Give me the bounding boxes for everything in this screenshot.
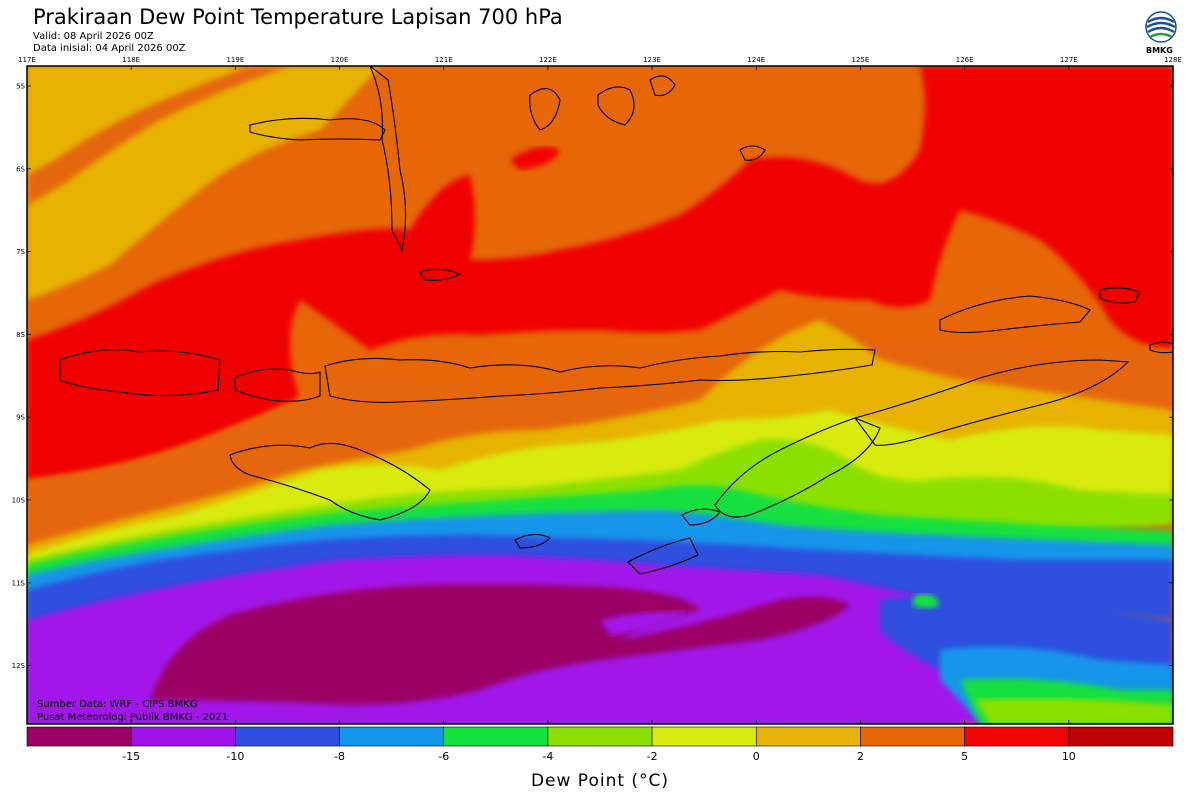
colorbar-segment [339, 726, 445, 747]
colorbar-label: -10 [226, 750, 244, 763]
colorbar-label: -6 [438, 750, 449, 763]
latitude-axis: 5S 6S 7S 8S 9S 10S 11S 12S [12, 83, 1173, 670]
coastline-sawu [514, 533, 551, 549]
lon-label-125E: 125E [852, 56, 870, 64]
coastline-sulawesi-south [369, 66, 407, 252]
coastline-tanimbar [1149, 341, 1173, 354]
lon-label-120E: 120E [331, 56, 349, 64]
colorbar-segment [1068, 726, 1174, 747]
colorbar-label: 5 [961, 750, 968, 763]
coastlines [59, 66, 1173, 575]
coastline-alor [939, 295, 1091, 334]
lon-label-123E: 123E [643, 56, 661, 64]
coastline-lombok [59, 349, 221, 397]
data-source-credit: Sumber Data: WRF - CIPS BMKG [37, 699, 197, 710]
lat-label-5S: 5S [16, 83, 25, 91]
longitude-axis: 117E 118E 119E 120E 121E 122E 123E 124E 125E 126E… [18, 56, 1182, 724]
lat-label-12S: 12S [12, 662, 26, 670]
lon-label-118E: 118E [122, 56, 140, 64]
lon-label-119E: 119E [226, 56, 244, 64]
coastline-wetar [1099, 287, 1141, 304]
coastline-isle-d [739, 145, 766, 161]
lon-label-121E: 121E [435, 56, 453, 64]
map-frame [26, 65, 1174, 725]
contour-field [27, 66, 1173, 724]
coastline-buton [529, 88, 561, 131]
coastline-selayar [249, 117, 386, 141]
colorbar-segment [443, 726, 549, 747]
coastline-island-a [597, 86, 635, 126]
bmkg-logo-icon [1145, 11, 1177, 43]
colorbar-label: -15 [122, 750, 140, 763]
coastline-timor [714, 417, 881, 518]
coastline-timor-leste [854, 359, 1130, 446]
coastline-sumba [229, 442, 431, 521]
colorbar-segment [26, 726, 132, 747]
colorbar-segment [235, 726, 340, 747]
lon-label-122E: 122E [539, 56, 557, 64]
coastline-island-b [649, 75, 676, 97]
lat-label-6S: 6S [16, 165, 25, 173]
colorbar-label: 2 [857, 750, 864, 763]
colorbar-segment [130, 726, 236, 747]
coastline-sumbawa [234, 368, 321, 402]
coastline-flores [324, 348, 876, 403]
initial-time: Data inisial: 04 April 2026 00Z [33, 43, 186, 54]
lon-label-117E: 117E [18, 56, 36, 64]
colorbar-label: -8 [334, 750, 345, 763]
lon-label-127E: 127E [1060, 56, 1078, 64]
colorbar-segment [860, 726, 965, 747]
lon-label-126E: 126E [956, 56, 974, 64]
valid-time: Valid: 08 April 2026 00Z [33, 31, 154, 42]
page-title: Prakiraan Dew Point Temperature Lapisan … [33, 5, 563, 29]
lat-label-11S: 11S [12, 579, 26, 587]
lat-label-10S: 10S [12, 497, 26, 505]
lon-label-124E: 124E [747, 56, 765, 64]
colorbar-segment [964, 726, 1070, 747]
bmkg-logo-text: BMKG [1146, 46, 1173, 55]
colorbar-title: Dew Point (°C) [531, 771, 669, 791]
colorbar-segment [547, 726, 653, 747]
colorbar-segment [755, 726, 861, 747]
colorbar-label: 0 [753, 750, 760, 763]
colorbar-label: 10 [1062, 750, 1076, 763]
lat-label-9S: 9S [16, 414, 25, 422]
coastline-south-isle [627, 537, 699, 575]
colorbar-segment [651, 726, 757, 747]
lat-label-8S: 8S [16, 331, 25, 339]
lon-label-128E: 128E [1164, 56, 1182, 64]
colorbar: -15 -10 -8 -6 -4 -2 0 2 5 10 [26, 726, 1174, 763]
colorbar-label: -2 [647, 750, 658, 763]
coastline-rote [681, 508, 721, 526]
coastline-isle-c [419, 268, 462, 281]
colorbar-label: -4 [542, 750, 553, 763]
lat-label-7S: 7S [16, 248, 25, 256]
publisher-credit: Pusat Meteorologi Publik BMKG - 2021 [37, 712, 228, 723]
